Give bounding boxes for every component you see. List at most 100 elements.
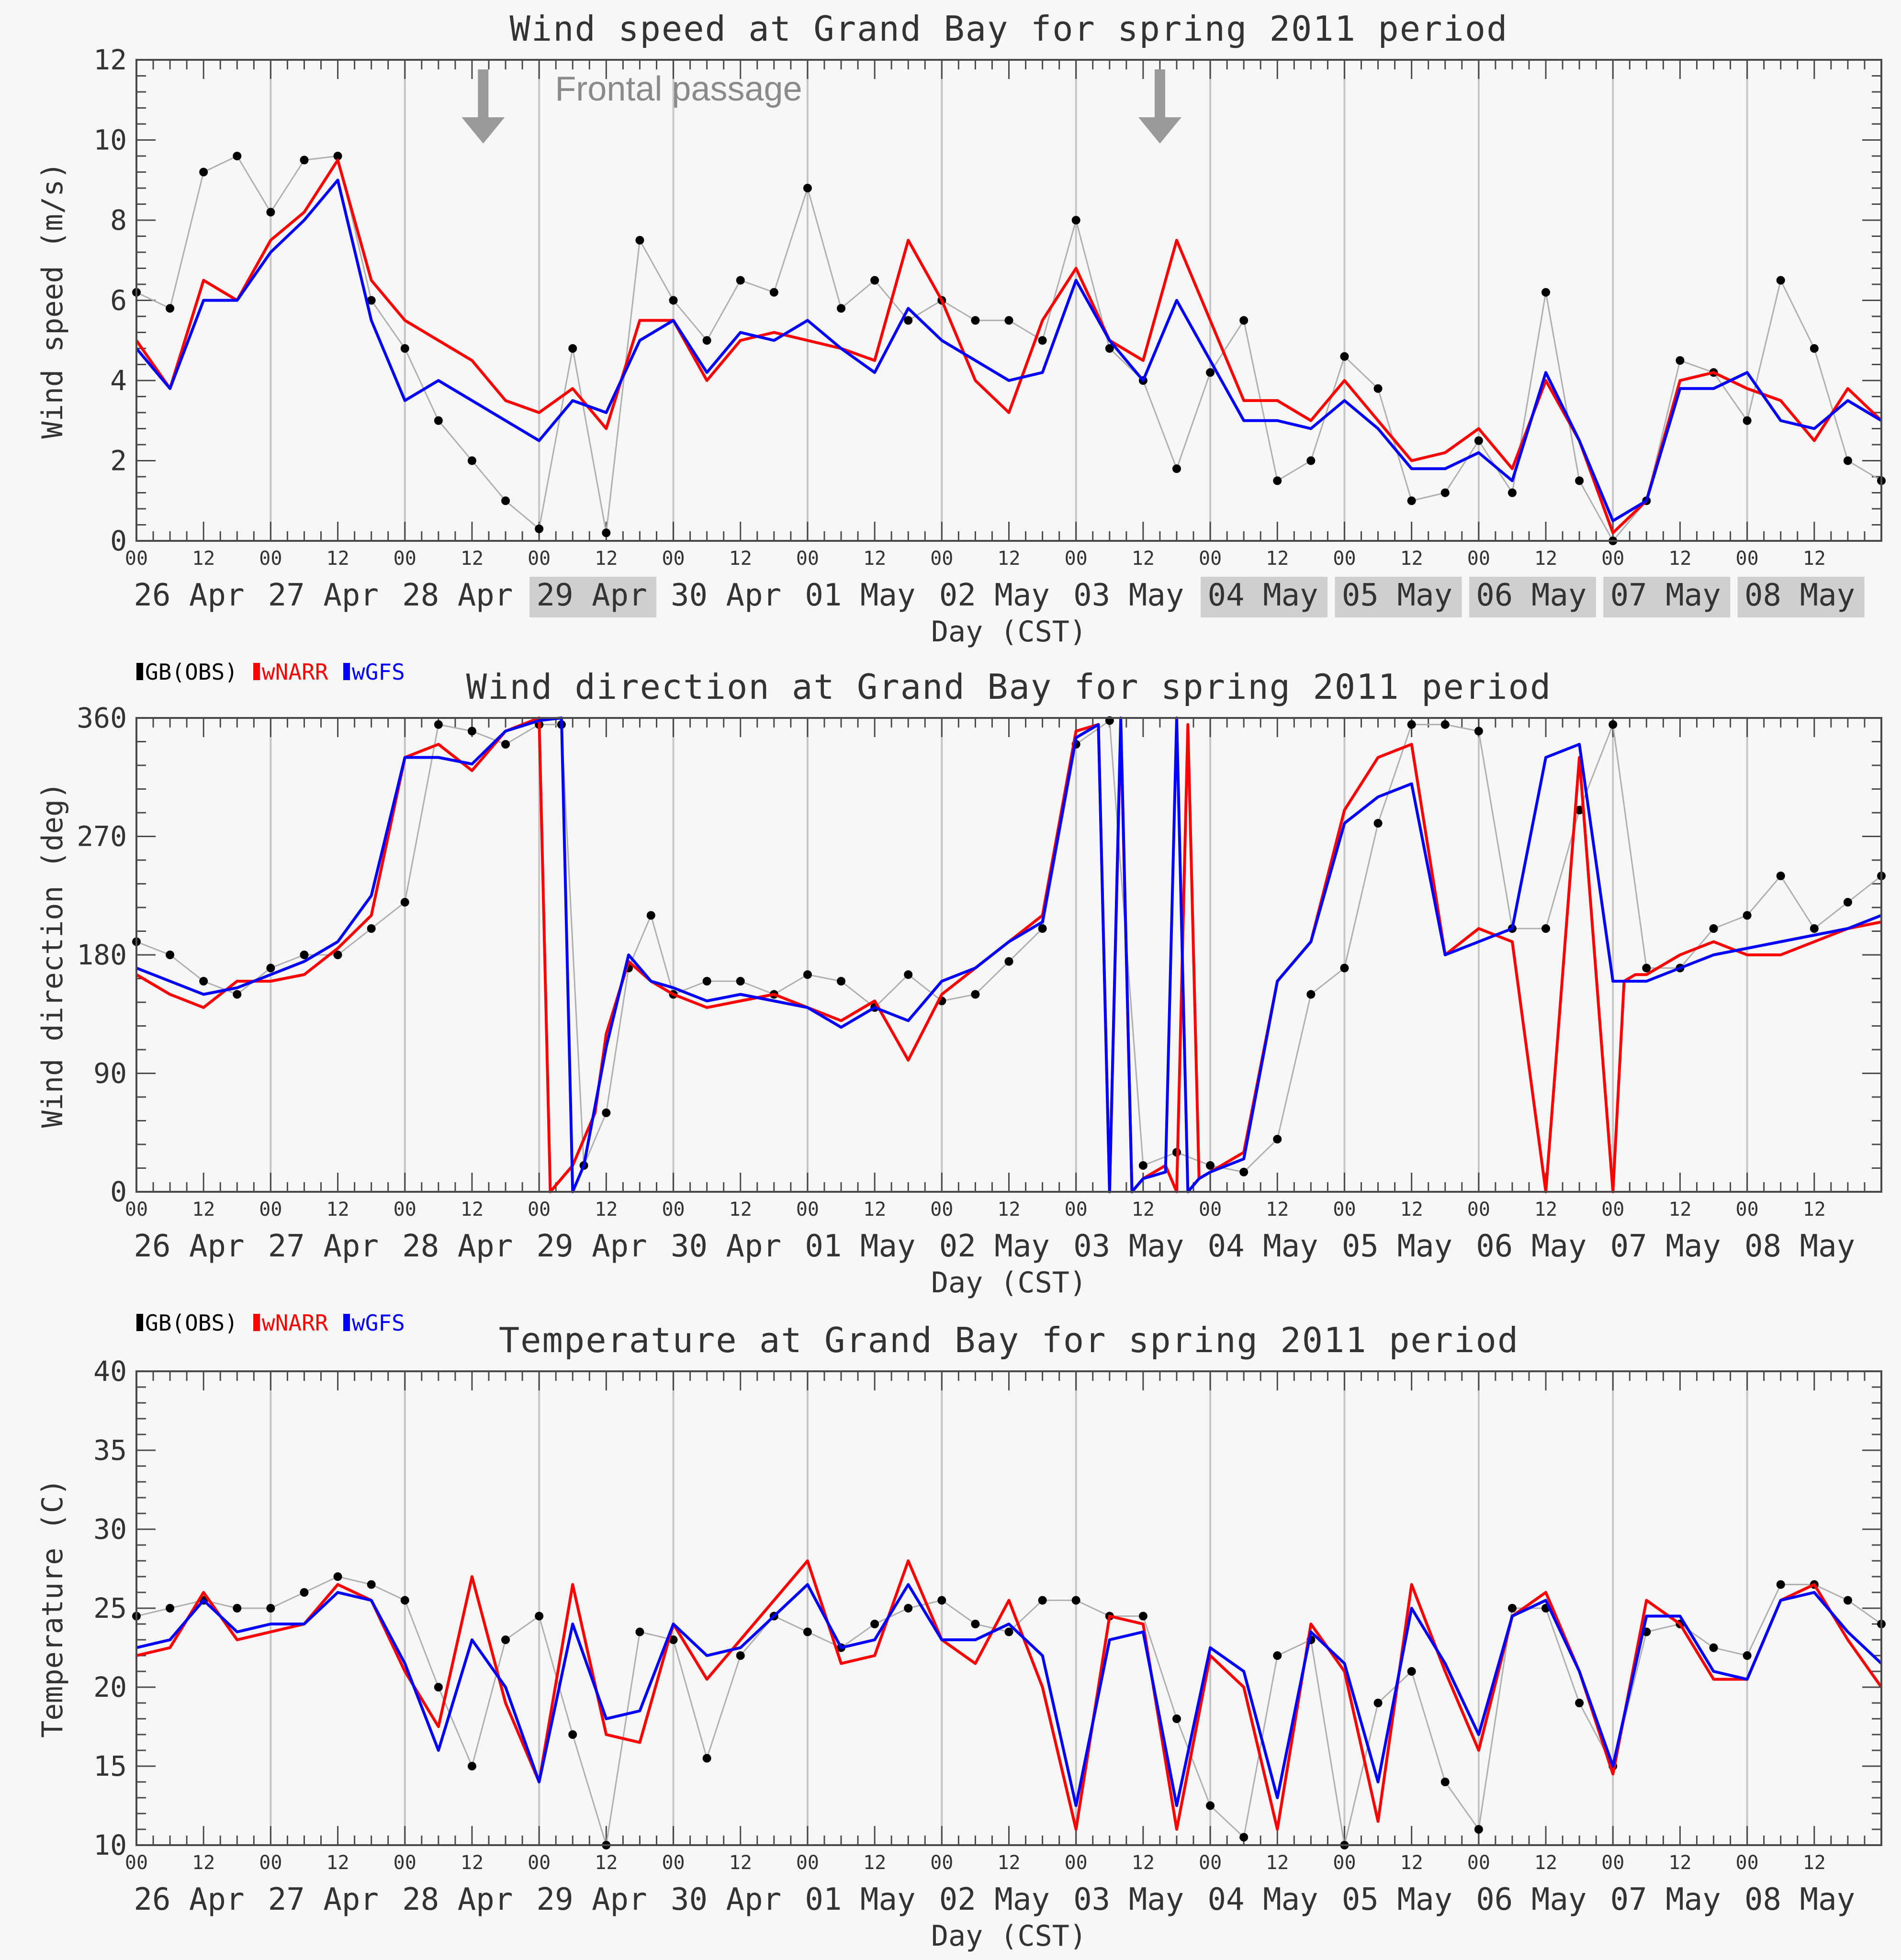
obs-point: [1440, 1778, 1450, 1786]
obs-point: [1810, 924, 1819, 933]
hour-tick-label: 00: [1333, 1198, 1356, 1221]
obs-point: [669, 1635, 678, 1644]
obs-point: [1004, 1627, 1013, 1636]
plot-frame: [135, 1370, 1882, 1846]
obs-point: [1642, 963, 1651, 973]
hour-tick-label: 12: [192, 1852, 215, 1874]
obs-point: [467, 727, 476, 736]
day-tick-label: 28 Apr: [402, 1229, 513, 1264]
hour-tick-label: 00: [1736, 548, 1759, 570]
obs-point: [400, 898, 409, 907]
obs-point: [434, 720, 443, 729]
hour-tick-label: 00: [1333, 1852, 1356, 1874]
y-axis-label: Wind speed (m/s): [36, 162, 69, 439]
hour-tick-label: 12: [997, 548, 1020, 570]
obs-point: [1843, 1596, 1852, 1605]
obs-point: [1071, 216, 1080, 224]
day-tick-label: 06 May: [1476, 1229, 1586, 1264]
y-tick-label: 270: [77, 820, 127, 853]
day-tick-label: 07 May: [1610, 578, 1721, 613]
obs-point: [1038, 336, 1047, 345]
hour-tick-label: 12: [863, 548, 886, 570]
obs-point: [1172, 464, 1181, 473]
hour-tick-label: 12: [595, 1198, 618, 1221]
obs-point: [1239, 1167, 1249, 1176]
series-line-wgfs: [136, 1583, 1883, 1807]
hour-tick-label: 12: [729, 1852, 752, 1874]
day-tick-label: 07 May: [1610, 1229, 1721, 1264]
day-tick-label: 05 May: [1342, 1882, 1452, 1917]
obs-point: [1172, 1714, 1181, 1723]
y-tick-label: 180: [77, 939, 127, 971]
day-tick-label: 30 Apr: [671, 578, 781, 613]
obs-point: [400, 344, 409, 353]
day-tick-label: 26 Apr: [134, 1229, 244, 1264]
day-tick-label: 27 Apr: [268, 1882, 379, 1917]
hour-tick-label: 00: [662, 548, 685, 570]
y-tick-label: 4: [110, 364, 127, 397]
hour-tick-label: 00: [394, 548, 416, 570]
legend-swatch: [136, 1314, 143, 1331]
obs-point: [233, 990, 242, 999]
day-tick-label: 03 May: [1073, 578, 1184, 613]
hour-tick-label: 12: [863, 1198, 886, 1221]
hour-tick-label: 12: [729, 548, 752, 570]
hour-tick-label: 00: [1065, 1852, 1088, 1874]
obs-point: [1709, 1643, 1718, 1652]
obs-point: [467, 456, 476, 465]
hour-tick-label: 00: [528, 1852, 551, 1874]
hour-tick-label: 00: [1333, 548, 1356, 570]
y-tick-label: 30: [93, 1513, 127, 1546]
hour-tick-label: 12: [1668, 1852, 1691, 1874]
day-tick-label: 29 Apr: [537, 1229, 647, 1264]
plot-area: [136, 60, 1881, 541]
obs-point: [1071, 1596, 1080, 1605]
annotation-text: Frontal passage: [555, 70, 802, 108]
obs-point: [904, 316, 913, 325]
hour-tick-label: 12: [1803, 548, 1826, 570]
plot-frame: [135, 59, 1882, 542]
obs-point: [602, 528, 611, 538]
hour-tick-label: 12: [1266, 1852, 1289, 1874]
hour-tick-label: 12: [1132, 548, 1155, 570]
hour-tick-label: 12: [461, 548, 484, 570]
day-tick-label: 08 May: [1744, 1882, 1855, 1917]
day-tick-label: 02 May: [939, 578, 1050, 613]
obs-point: [266, 963, 275, 973]
hour-tick-label: 12: [1400, 1852, 1423, 1874]
hour-tick-label: 00: [394, 1198, 416, 1221]
hour-tick-label: 00: [528, 1198, 551, 1221]
obs-point: [1373, 819, 1383, 828]
obs-point: [367, 924, 376, 933]
hour-tick-label: 12: [1534, 548, 1557, 570]
highlight-box: [1469, 577, 1596, 617]
day-tick-label: 29 Apr: [537, 578, 647, 613]
y-tick-label: 6: [110, 284, 127, 317]
y-axis-label: Wind direction (deg): [36, 782, 69, 1128]
obs-point: [467, 1762, 476, 1770]
obs-point: [1373, 384, 1383, 393]
obs-point: [736, 1651, 745, 1660]
obs-point: [1206, 1801, 1215, 1810]
day-tick-label: 04 May: [1207, 1229, 1318, 1264]
highlight-box: [529, 577, 657, 617]
obs-point: [1776, 276, 1785, 285]
hour-tick-label: 12: [1266, 1198, 1289, 1221]
obs-point: [1776, 1580, 1785, 1589]
day-tick-label: 02 May: [939, 1882, 1050, 1917]
obs-point: [1273, 1651, 1282, 1660]
hour-tick-label: 00: [259, 548, 282, 570]
day-tick-label: 03 May: [1073, 1882, 1184, 1917]
plot-area: [136, 1371, 1881, 1845]
chart-title: Wind direction at Grand Bay for spring 2…: [466, 667, 1552, 707]
obs-point: [1843, 456, 1852, 465]
series-line-wgfs: [135, 717, 1882, 1193]
obs-point: [1676, 356, 1685, 365]
hour-tick-label: 00: [1601, 1852, 1624, 1874]
obs-point: [837, 304, 846, 313]
obs-point: [1541, 288, 1551, 297]
y-tick-label: 8: [110, 204, 127, 236]
obs-point: [1206, 368, 1215, 377]
hour-tick-label: 12: [595, 1852, 618, 1874]
